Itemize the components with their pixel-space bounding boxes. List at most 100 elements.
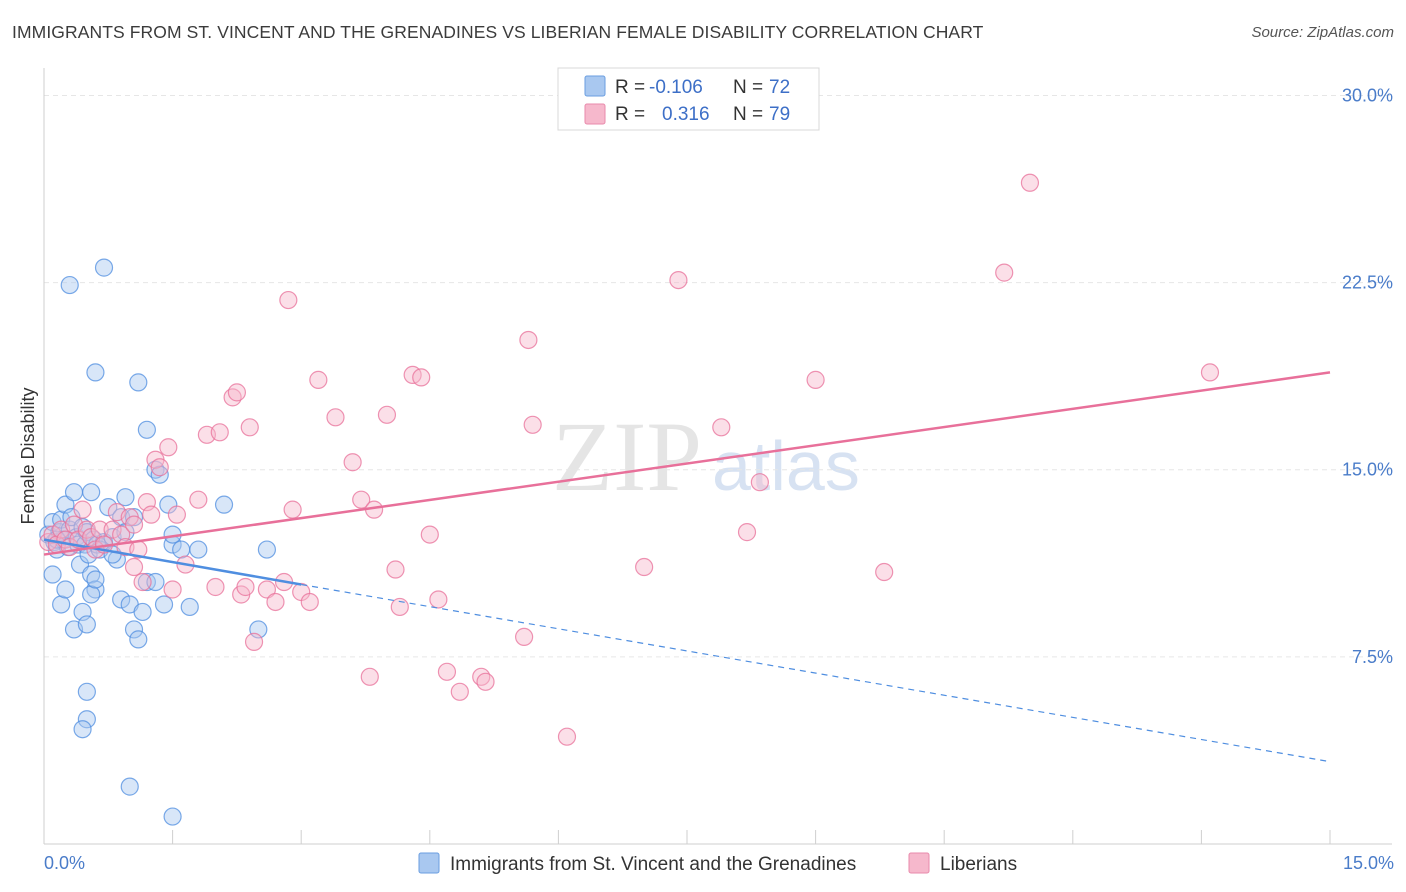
point-0-69 — [163, 807, 182, 826]
point-1-66 — [523, 415, 542, 434]
point-1-49 — [343, 453, 362, 472]
point-0-37 — [86, 570, 105, 589]
point-0-68 — [120, 777, 139, 796]
point-1-30 — [189, 490, 208, 509]
point-0-11 — [64, 483, 84, 502]
point-0-66 — [77, 710, 96, 729]
point-0-58 — [137, 420, 156, 439]
bottom-legend-swatch-pink — [908, 852, 930, 874]
bottom-legend: Immigrants from St. Vincent and the Gren… — [418, 852, 1017, 875]
point-1-71 — [737, 523, 757, 542]
point-1-54 — [386, 560, 405, 579]
point-1-70 — [712, 418, 731, 437]
point-1-67 — [557, 727, 577, 746]
y-tick-label-0: 7.5% — [1352, 647, 1393, 667]
legend-n-label-1: N = — [733, 77, 763, 98]
legend-r-value-1: -0.106 — [649, 77, 703, 98]
legend-swatch-blue — [584, 75, 606, 97]
point-0-50 — [189, 540, 208, 559]
point-1-38 — [240, 418, 259, 437]
grid-lines — [44, 94, 1392, 658]
point-0-42 — [129, 630, 148, 649]
point-0-62 — [116, 488, 135, 507]
point-0-43 — [133, 602, 152, 622]
point-1-27 — [163, 580, 182, 599]
point-0-35 — [77, 615, 96, 634]
x-tick-label-0: 0.0% — [44, 853, 85, 873]
point-0-25 — [99, 498, 118, 517]
point-0-67 — [73, 720, 92, 739]
y-tick-label-2: 22.5% — [1342, 273, 1393, 293]
legend-box: R = -0.106 N = 72 R = 0.316 N = 79 — [557, 67, 820, 131]
watermark-zip: ZIP — [552, 401, 702, 512]
legend-r-value-2: 0.316 — [662, 104, 710, 125]
point-1-68 — [635, 557, 654, 577]
point-1-73 — [806, 370, 825, 389]
point-1-46 — [300, 592, 319, 612]
point-1-77 — [1200, 363, 1220, 382]
point-0-45 — [146, 572, 165, 592]
point-0-41 — [124, 620, 144, 639]
point-1-21 — [133, 572, 152, 592]
point-0-36 — [82, 585, 101, 604]
point-0-39 — [112, 590, 131, 609]
bottom-legend-swatch-blue — [418, 852, 440, 874]
point-1-53 — [377, 405, 397, 424]
point-1-69 — [669, 270, 688, 290]
point-0-51 — [214, 495, 234, 514]
point-1-76 — [1020, 173, 1040, 192]
point-0-57 — [129, 373, 148, 392]
point-1-41 — [266, 592, 285, 612]
point-0-65 — [77, 682, 96, 701]
legend-swatch-pink — [584, 103, 606, 125]
point-1-8 — [73, 500, 92, 519]
point-1-19 — [124, 515, 144, 534]
point-1-75 — [995, 263, 1014, 282]
point-0-49 — [180, 597, 199, 617]
y-tick-label-1: 15.0% — [1342, 460, 1393, 480]
trend-lines — [43, 371, 1331, 763]
point-1-48 — [326, 408, 345, 427]
point-1-51 — [360, 667, 379, 686]
source-label: Source: ZipAtlas.com — [1251, 24, 1394, 41]
x-tick-labels: 0.0% 15.0% — [44, 853, 1394, 873]
point-1-57 — [412, 368, 431, 387]
point-1-23 — [142, 505, 161, 524]
trend-line-dashed-0 — [301, 583, 1331, 763]
point-1-74 — [875, 562, 894, 582]
point-1-58 — [420, 525, 439, 544]
point-1-40 — [257, 580, 277, 599]
point-1-35 — [227, 383, 246, 402]
y-tick-labels: 7.5% 15.0% 22.5% 30.0% — [1342, 85, 1393, 666]
point-0-70 — [82, 483, 101, 502]
point-1-61 — [450, 682, 469, 701]
bottom-legend-label-blue: Immigrants from St. Vincent and the Gren… — [450, 854, 856, 875]
legend-n-value-1: 72 — [769, 77, 790, 98]
x-tick-marks — [172, 830, 1331, 844]
point-1-44 — [283, 500, 302, 519]
point-0-32 — [56, 580, 75, 599]
point-1-37 — [236, 577, 255, 597]
point-0-56 — [86, 363, 105, 382]
point-0-60 — [150, 465, 169, 484]
point-1-33 — [210, 423, 229, 442]
point-0-30 — [43, 565, 62, 584]
point-1-60 — [437, 662, 457, 681]
watermark-atlas: atlas — [712, 427, 860, 505]
axes — [43, 68, 1392, 845]
trend-line-0 — [43, 538, 302, 586]
point-1-14 — [103, 520, 122, 539]
y-axis-title: Female Disability — [18, 387, 38, 524]
point-0-55 — [94, 258, 114, 277]
point-1-59 — [429, 590, 448, 609]
trend-line-1 — [43, 371, 1331, 556]
y-tick-label-3: 30.0% — [1342, 85, 1393, 105]
point-1-72 — [750, 473, 769, 492]
point-1-28 — [167, 505, 186, 524]
point-0-46 — [154, 595, 174, 614]
legend-n-label-2: N = — [733, 104, 763, 125]
point-1-50 — [352, 490, 371, 509]
point-0-48 — [172, 540, 191, 559]
bottom-legend-label-pink: Liberians — [940, 854, 1017, 875]
